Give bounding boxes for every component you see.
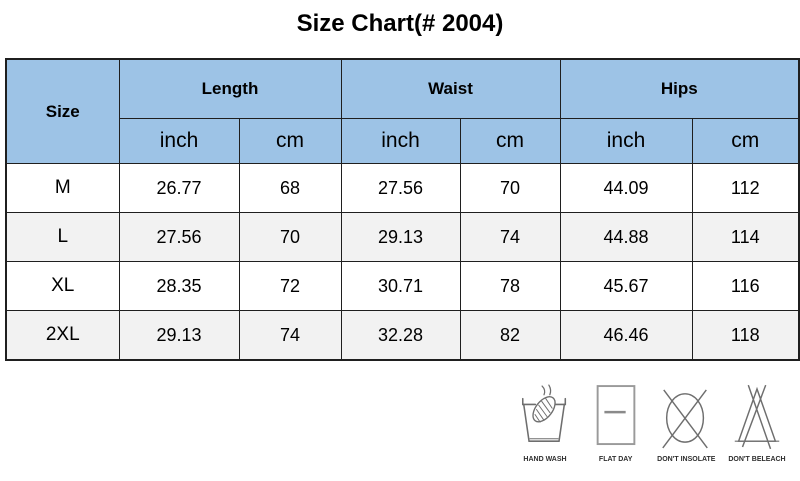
value-cell: 45.67: [559, 261, 693, 311]
care-item-hand-wash: HAND WASH: [513, 383, 577, 463]
value-cell: 112: [691, 163, 800, 213]
group-header-waist: Waist: [340, 58, 561, 119]
value-cell: 46.46: [559, 310, 693, 361]
size-chart-table: Size Length Waist Hips inch cm inch cm i…: [5, 58, 800, 361]
table-row-2xl: 2XL 29.13 74 32.28 82 46.46 118: [5, 310, 800, 361]
page-title: Size Chart(# 2004): [296, 10, 504, 37]
value-cell: 29.13: [118, 310, 240, 361]
table-row-l: L 27.56 70 29.13 74 44.88 114: [5, 212, 800, 262]
value-cell: 26.77: [118, 163, 240, 213]
value-cell: 74: [459, 212, 561, 262]
care-label: FLAT DAY: [598, 456, 633, 463]
value-cell: 70: [459, 163, 561, 213]
value-cell: 74: [238, 310, 342, 361]
value-cell: 44.88: [559, 212, 693, 262]
table-row-m: M 26.77 68 27.56 70 44.09 112: [5, 163, 800, 213]
group-header-hips: Hips: [559, 58, 800, 119]
size-cell: XL: [5, 261, 120, 311]
group-header-length: Length: [118, 58, 342, 119]
care-label: DON'T BELEACH: [728, 456, 786, 463]
care-item-no-bleach: DON'T BELEACH: [725, 383, 789, 463]
value-cell: 44.09: [559, 163, 693, 213]
value-cell: 28.35: [118, 261, 240, 311]
care-item-flat-dry: FLAT DAY: [584, 383, 648, 463]
value-cell: 116: [691, 261, 800, 311]
value-cell: 27.56: [118, 212, 240, 262]
value-cell: 82: [459, 310, 561, 361]
size-cell: M: [5, 163, 120, 213]
care-label: HAND WASH: [523, 456, 567, 463]
value-cell: 118: [691, 310, 800, 361]
value-cell: 27.56: [340, 163, 461, 213]
value-cell: 29.13: [340, 212, 461, 262]
size-cell: 2XL: [5, 310, 120, 361]
size-cell: L: [5, 212, 120, 262]
value-cell: 30.71: [340, 261, 461, 311]
care-item-no-sun: DON'T INSOLATE: [654, 383, 718, 463]
care-instructions: HAND WASH FLAT DAY DON'T INSOLATE: [513, 383, 789, 463]
value-cell: 114: [691, 212, 800, 262]
value-cell: 70: [238, 212, 342, 262]
no-bleach-icon: [728, 383, 786, 451]
value-cell: 32.28: [340, 310, 461, 361]
hand-wash-icon: [516, 383, 574, 451]
value-cell: 78: [459, 261, 561, 311]
unit-header-waist-inch: inch: [340, 118, 461, 164]
size-column-header: Size: [5, 58, 120, 164]
value-cell: 68: [238, 163, 342, 213]
table-row-xl: XL 28.35 72 30.71 78 45.67 116: [5, 261, 800, 311]
unit-header-waist-cm: cm: [459, 118, 561, 164]
value-cell: 72: [238, 261, 342, 311]
unit-header-length-cm: cm: [238, 118, 342, 164]
flat-dry-icon: [587, 383, 645, 451]
no-sun-icon: [657, 383, 715, 451]
unit-header-hips-inch: inch: [559, 118, 693, 164]
unit-header-hips-cm: cm: [691, 118, 800, 164]
care-label: DON'T INSOLATE: [657, 456, 716, 463]
unit-header-length-inch: inch: [118, 118, 240, 164]
